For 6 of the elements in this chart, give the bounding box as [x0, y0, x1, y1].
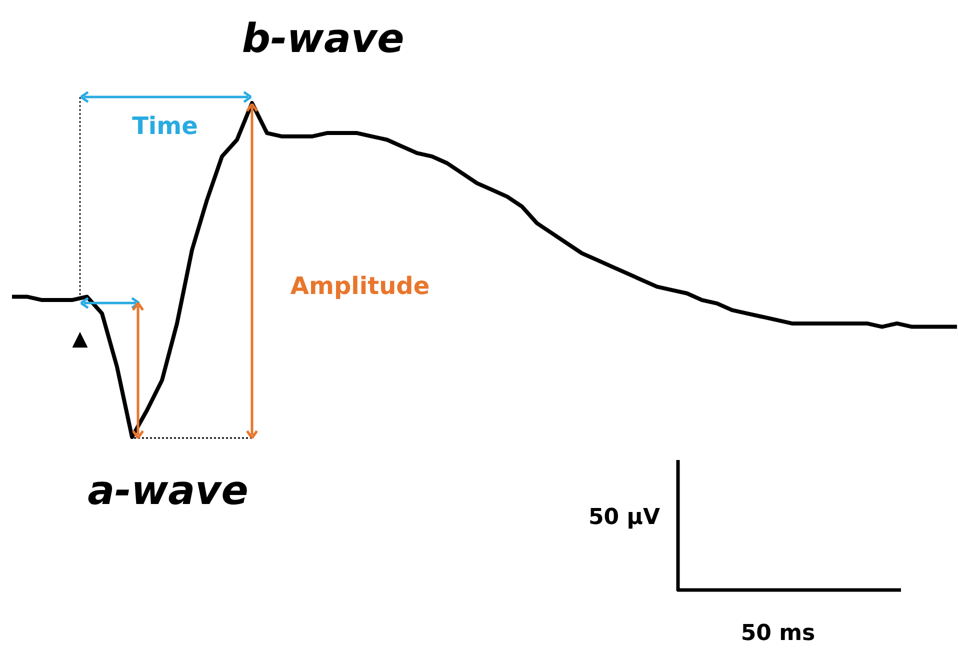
text: 50 ms [740, 621, 816, 646]
text: a-wave [88, 468, 248, 514]
annotation: Time [132, 112, 198, 140]
text: b-wave [242, 16, 404, 62]
text: 50 µV [588, 505, 660, 530]
annotation: Amplitude [290, 272, 430, 300]
